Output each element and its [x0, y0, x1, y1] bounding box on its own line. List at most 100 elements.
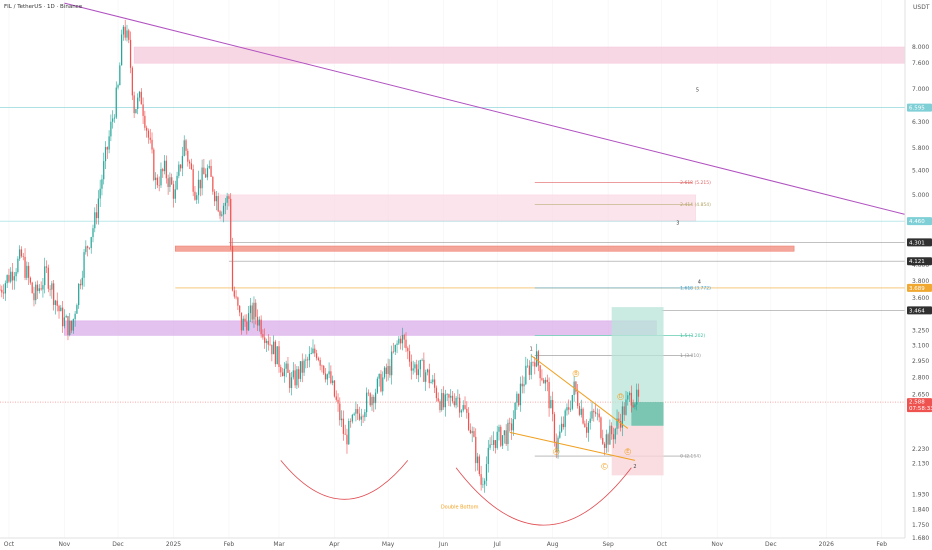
long-position[interactable]: [611, 307, 664, 476]
candle-body: [17, 258, 19, 273]
candle-body: [113, 117, 116, 119]
candle-body: [589, 418, 591, 423]
wave-circle: [624, 448, 632, 455]
candle-body: [38, 288, 40, 291]
y-tick-label: 5.800: [912, 145, 929, 152]
wave-circle: [552, 448, 560, 455]
candle-body: [630, 392, 632, 406]
candle-body: [253, 302, 255, 320]
x-tick-label: Jul: [493, 541, 502, 548]
candle-body: [333, 380, 336, 397]
x-tick-label: Feb: [876, 541, 887, 548]
candle-body: [433, 379, 436, 388]
level-price-tag: [907, 238, 932, 247]
position-stop-box[interactable]: [611, 425, 664, 476]
x-axis: Oct Nov Dec 2025 Feb Mar Apr May Jun Jul Aug Sep Oct…: [4, 541, 887, 548]
candle-body: [605, 434, 607, 448]
candle-body: [208, 165, 210, 168]
candle-body: [10, 271, 12, 282]
wave-label: 4: [698, 280, 701, 286]
candle-body: [106, 147, 108, 150]
candle-body: [273, 341, 275, 355]
candle-body: [469, 429, 472, 434]
supply-demand-zone: [174, 245, 795, 252]
candle-body: [405, 339, 407, 349]
x-tick-label: Mar: [273, 541, 285, 548]
candle-body: [199, 179, 201, 189]
level-price-tag-text: 4.301: [909, 240, 925, 246]
y-tick-label: 1.680: [912, 535, 929, 542]
candle-body: [512, 419, 514, 431]
candle-body: [521, 383, 523, 387]
candle-body: [271, 344, 273, 355]
candle-body: [251, 305, 253, 320]
wave-label: 5: [696, 87, 699, 93]
wave-label: A: [555, 449, 559, 455]
candle-body: [509, 422, 511, 424]
wedge-line: [530, 355, 629, 429]
candle-body: [131, 67, 133, 96]
level-price-tag-text: 4.460: [909, 219, 925, 225]
y-tick-label: 7.000: [912, 86, 929, 93]
candle-body: [97, 198, 99, 219]
descending-trendline: [64, 2, 906, 215]
candle-body: [258, 319, 260, 326]
candle-body: [40, 288, 42, 290]
candle-body: [126, 30, 128, 38]
candle-body: [591, 410, 593, 419]
candle-body: [419, 360, 421, 370]
candle-body: [510, 423, 513, 431]
candle-body: [74, 313, 76, 320]
candle-body: [619, 421, 622, 428]
y-tick-label: 8.000: [912, 44, 929, 51]
candle-body: [85, 246, 87, 253]
candles: [0, 19, 640, 493]
candle-body: [314, 348, 316, 354]
candle-body: [328, 371, 330, 375]
candle-body: [448, 394, 450, 398]
candle-body: [398, 338, 400, 344]
candle-body: [197, 179, 200, 196]
candle-body: [90, 237, 92, 249]
candle-body: [466, 408, 468, 413]
candle-body: [507, 422, 509, 445]
candle-body: [484, 480, 486, 485]
candle-body: [428, 369, 430, 384]
candle-body: [623, 406, 625, 415]
zones: [64, 46, 906, 336]
candle-body: [47, 267, 49, 289]
double-bottom-arc: [280, 460, 409, 500]
candle-body: [342, 418, 345, 434]
candle-body: [163, 160, 166, 172]
candle-body: [31, 282, 33, 294]
candle-body: [430, 382, 432, 384]
candle-body: [180, 164, 182, 169]
candle-body: [584, 423, 586, 428]
y-tick-label: 3.600: [912, 295, 929, 302]
candle-body: [67, 316, 69, 335]
candle-body: [471, 431, 473, 434]
x-tick-label: Dec: [765, 541, 777, 548]
candle-body: [135, 108, 137, 114]
labels: 2.618 (5.215) 2.414 (4.854) 1.618 (3.772) 1…: [441, 87, 711, 510]
candle-body: [274, 341, 277, 365]
x-tick-label: Apr: [329, 541, 340, 548]
candle-body: [505, 430, 507, 445]
candle-body: [514, 402, 516, 420]
candle-body: [255, 302, 257, 317]
pattern-label: Double Bottom: [441, 505, 479, 511]
candle-body: [222, 205, 225, 215]
candle-body: [294, 370, 296, 386]
candle-body: [312, 348, 314, 354]
candle-body: [281, 372, 284, 377]
candle-body: [292, 370, 294, 378]
candle-body: [476, 456, 479, 464]
candle-body: [607, 434, 609, 445]
candle-body: [206, 167, 209, 178]
candle-body: [65, 316, 67, 318]
price-tags: 6.595 4.460 4.301 4.121 3.689 3.464 2.58807:58…: [907, 103, 932, 413]
x-tick-label: May: [382, 541, 395, 548]
candle-body: [525, 365, 527, 385]
candle-body: [340, 418, 343, 421]
